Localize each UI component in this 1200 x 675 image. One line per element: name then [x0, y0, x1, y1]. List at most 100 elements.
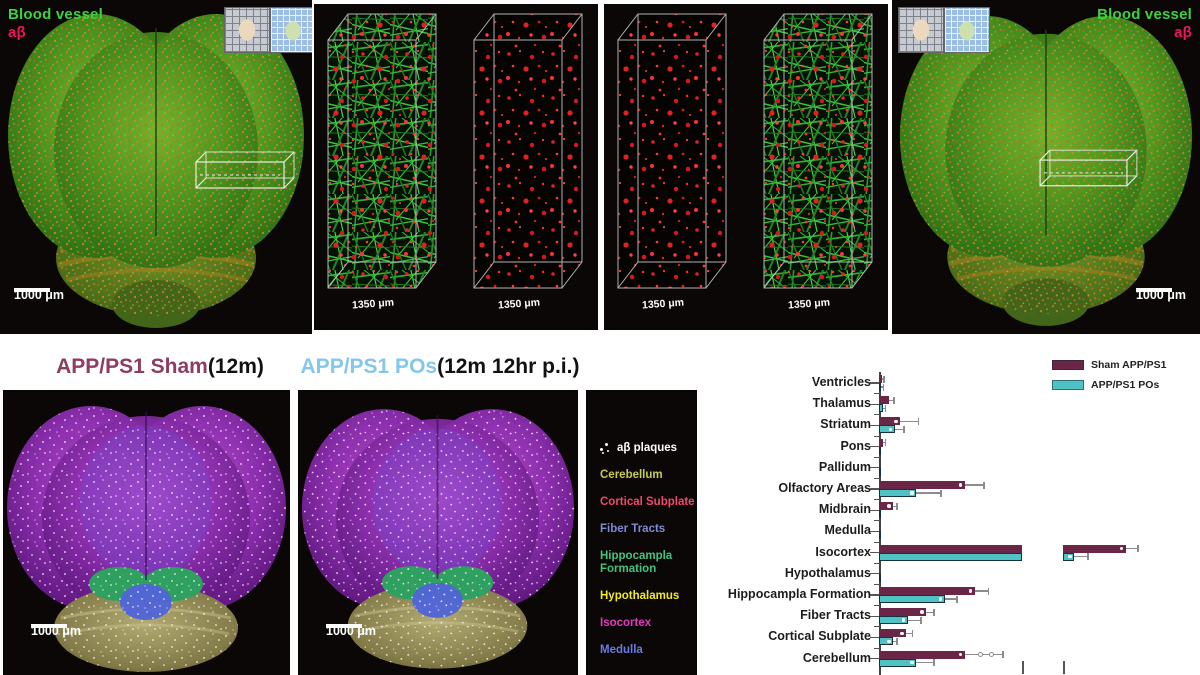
- error-whisker: [916, 492, 941, 494]
- legend-item-isocortex: Isocortex: [600, 617, 652, 629]
- error-whisker: [881, 386, 883, 388]
- sample-dot: [910, 660, 914, 665]
- bar-pos: [879, 510, 882, 519]
- sample-dot: [887, 639, 891, 644]
- minor-tick: [874, 583, 879, 585]
- minor-tick: [874, 605, 879, 607]
- category-label: Hypothalamus: [784, 565, 871, 580]
- legend-swatch: [1052, 380, 1084, 390]
- bar-pos: [879, 595, 945, 603]
- legend-item-hypothalamus: Hypothalamus: [600, 590, 680, 602]
- brain-fluorescence-right: [899, 15, 1193, 326]
- minor-tick: [874, 477, 879, 479]
- error-whisker: [1074, 555, 1088, 558]
- category-tick: [870, 615, 879, 617]
- category-tick: [870, 382, 879, 384]
- error-whisker: [900, 420, 918, 423]
- category-tick: [870, 551, 879, 554]
- category-label: Olfactory Areas: [778, 481, 871, 495]
- bar-pos: [879, 467, 881, 476]
- brain-photo-inset-icon: [224, 7, 270, 53]
- category-tick: [870, 488, 879, 490]
- scalebar-bottom-mid: 1000 μm: [326, 624, 376, 638]
- bar-pos: [879, 383, 882, 391]
- bar-pos: [879, 552, 1022, 561]
- volume-vessels-abeta: [763, 13, 873, 289]
- error-cap: [940, 489, 943, 497]
- error-cap: [903, 425, 905, 433]
- error-whisker: [944, 598, 957, 600]
- error-cap: [1001, 651, 1004, 659]
- scalebar-line: [31, 624, 67, 628]
- bar-sham: [879, 650, 965, 659]
- error-whisker: [893, 505, 897, 507]
- error-cap: [920, 616, 923, 624]
- error-whisker: [916, 661, 934, 664]
- sample-dot: [958, 483, 963, 487]
- category-tick: [870, 424, 879, 427]
- bar-pos: [879, 404, 884, 413]
- category-label: Cortical Subplate: [768, 629, 871, 644]
- chart-legend: Sham APP/PS1 APP/PS1 POs: [1052, 359, 1166, 399]
- panel-whole-brain-left: Blood vessel aβ 1000 μm: [0, 0, 312, 334]
- category-label: Striatum: [820, 417, 871, 432]
- error-whisker: [964, 653, 1002, 656]
- error-whisker: [881, 378, 884, 380]
- sample-dot: [888, 427, 893, 432]
- bar-pos: [879, 616, 908, 625]
- minor-tick: [874, 435, 879, 437]
- error-cap: [896, 502, 898, 510]
- chart-plot: Ventricles Thalamus Striatum Pons Pallidum Ol…: [700, 345, 1200, 675]
- sample-dot: [958, 652, 963, 657]
- bar-sham: [879, 523, 880, 532]
- whisker-outlier-dot: [977, 652, 983, 658]
- minor-tick: [874, 499, 879, 501]
- scalebar-bottom-left: 1000 μm: [31, 624, 81, 638]
- roi-box-icon: [195, 151, 295, 189]
- category-label: Medulla: [824, 523, 871, 538]
- panel-atlas-sham: 1000 μm: [3, 390, 290, 675]
- category-tick: [870, 573, 879, 575]
- minor-tick: [874, 520, 879, 522]
- sample-dot: [894, 419, 898, 424]
- roi-box-icon: [1039, 149, 1138, 187]
- legend-label: APP/PS1 POs: [1091, 379, 1160, 391]
- sample-dot: [968, 589, 973, 593]
- sample-dot: [887, 504, 891, 508]
- error-whisker: [964, 484, 984, 486]
- category-tick: [870, 467, 879, 469]
- chart-legend-entry: APP/PS1 POs: [1052, 379, 1166, 391]
- error-cap: [896, 637, 898, 645]
- error-cap: [1087, 553, 1089, 561]
- category-tick: [870, 530, 879, 533]
- minor-tick: [874, 541, 879, 543]
- legend-item-cerebellum: Cerebellum: [600, 469, 663, 481]
- legend-item-plaques: aβ plaques: [600, 442, 697, 455]
- bar-sham: [879, 481, 965, 489]
- bar-sham: [879, 502, 894, 511]
- category-label: Thalamus: [812, 396, 871, 411]
- category-tick: [870, 657, 879, 660]
- abeta-label-text: aβ: [1174, 24, 1192, 41]
- bar-sham: [879, 587, 975, 595]
- error-cap: [884, 404, 887, 412]
- sample-dot: [938, 597, 943, 601]
- title-sham-group: APP/PS1 Sham: [56, 355, 208, 378]
- sample-dot: [910, 491, 914, 495]
- sample-dot: [1119, 546, 1124, 551]
- volume-pair-left: [327, 13, 583, 289]
- scalebar-line: [14, 288, 50, 292]
- minor-tick: [874, 562, 879, 564]
- error-cap: [1137, 545, 1139, 553]
- legend-swatch: [1052, 360, 1084, 370]
- whisker-outlier-dot: [988, 652, 994, 658]
- bar-pos: [879, 446, 881, 455]
- plaques-dots-icon: [600, 442, 612, 455]
- error-cap: [884, 439, 887, 447]
- abeta-label-text: aβ: [8, 24, 26, 41]
- volume-abeta-only: [473, 13, 583, 289]
- category-label: Pons: [840, 438, 871, 453]
- bar-sham: [879, 565, 880, 574]
- category-label: Hippocampla Formation: [727, 587, 871, 601]
